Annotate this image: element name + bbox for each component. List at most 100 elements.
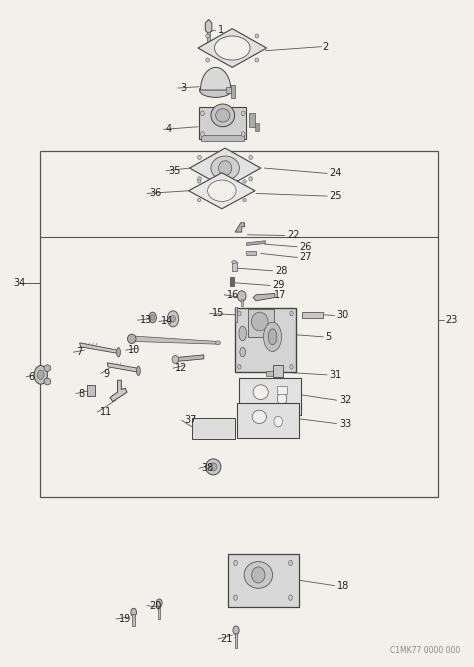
Ellipse shape [240, 348, 246, 357]
Polygon shape [246, 241, 265, 245]
Polygon shape [107, 363, 138, 372]
Text: 19: 19 [118, 614, 131, 624]
FancyBboxPatch shape [239, 378, 301, 415]
Ellipse shape [232, 261, 237, 264]
Ellipse shape [44, 378, 51, 385]
Text: 17: 17 [274, 290, 286, 299]
FancyBboxPatch shape [241, 299, 243, 306]
Text: 30: 30 [337, 311, 349, 320]
Ellipse shape [244, 562, 273, 588]
Ellipse shape [249, 177, 253, 181]
Ellipse shape [34, 366, 47, 384]
Text: 4: 4 [166, 125, 172, 134]
FancyBboxPatch shape [226, 87, 232, 93]
FancyBboxPatch shape [235, 307, 237, 322]
Text: 3: 3 [180, 83, 186, 93]
Ellipse shape [289, 595, 292, 600]
Ellipse shape [234, 595, 237, 600]
Ellipse shape [264, 322, 282, 352]
FancyBboxPatch shape [248, 309, 274, 337]
Bar [40, 151, 438, 497]
Ellipse shape [255, 34, 259, 38]
Ellipse shape [243, 180, 246, 183]
FancyBboxPatch shape [207, 32, 210, 45]
Ellipse shape [219, 161, 232, 175]
Ellipse shape [233, 626, 239, 635]
Ellipse shape [201, 132, 204, 137]
FancyBboxPatch shape [266, 371, 274, 376]
FancyBboxPatch shape [158, 606, 160, 619]
FancyBboxPatch shape [201, 135, 244, 141]
FancyBboxPatch shape [231, 85, 235, 98]
Text: 16: 16 [227, 290, 239, 299]
Polygon shape [198, 29, 266, 67]
Text: 21: 21 [220, 634, 233, 644]
Polygon shape [253, 293, 275, 301]
Text: 37: 37 [184, 416, 196, 425]
FancyBboxPatch shape [192, 418, 235, 439]
Text: 22: 22 [287, 231, 300, 240]
Text: 1: 1 [218, 25, 224, 35]
Ellipse shape [290, 311, 293, 316]
Ellipse shape [249, 155, 253, 159]
Ellipse shape [149, 312, 156, 323]
Polygon shape [205, 19, 212, 34]
Ellipse shape [171, 315, 175, 322]
Polygon shape [201, 67, 231, 90]
Polygon shape [80, 343, 118, 354]
Ellipse shape [131, 608, 137, 616]
Ellipse shape [251, 312, 268, 331]
Ellipse shape [200, 83, 232, 97]
Text: 2: 2 [322, 42, 328, 51]
Polygon shape [135, 336, 218, 344]
Ellipse shape [167, 311, 179, 327]
Ellipse shape [206, 459, 221, 475]
Ellipse shape [128, 334, 136, 344]
FancyBboxPatch shape [235, 308, 296, 372]
Ellipse shape [201, 111, 204, 116]
Ellipse shape [206, 34, 210, 38]
Ellipse shape [156, 599, 162, 607]
Ellipse shape [37, 370, 44, 380]
Ellipse shape [290, 364, 293, 369]
FancyBboxPatch shape [132, 614, 135, 626]
Ellipse shape [255, 58, 259, 62]
Text: 8: 8 [78, 389, 84, 398]
Polygon shape [176, 355, 204, 362]
Ellipse shape [216, 341, 220, 345]
Text: 12: 12 [175, 364, 188, 373]
Text: 11: 11 [100, 408, 112, 417]
Text: 24: 24 [329, 169, 342, 178]
Text: 34: 34 [13, 279, 26, 288]
Ellipse shape [237, 311, 241, 316]
Ellipse shape [234, 560, 237, 566]
FancyBboxPatch shape [302, 311, 323, 318]
Text: 20: 20 [149, 601, 162, 610]
Polygon shape [235, 223, 245, 232]
Ellipse shape [44, 365, 51, 372]
Ellipse shape [197, 199, 201, 202]
FancyBboxPatch shape [230, 277, 234, 285]
Polygon shape [190, 148, 261, 188]
Text: 25: 25 [329, 191, 342, 201]
Ellipse shape [252, 567, 265, 583]
Text: 9: 9 [103, 369, 109, 378]
Text: C1MK77 0000 000: C1MK77 0000 000 [390, 646, 460, 655]
Ellipse shape [198, 177, 201, 181]
Ellipse shape [216, 109, 230, 122]
Ellipse shape [274, 416, 283, 427]
Polygon shape [110, 380, 127, 402]
Ellipse shape [198, 155, 201, 159]
Ellipse shape [237, 364, 241, 369]
FancyBboxPatch shape [232, 262, 237, 271]
Ellipse shape [241, 111, 245, 116]
FancyBboxPatch shape [87, 385, 95, 396]
Text: 38: 38 [201, 464, 214, 473]
Polygon shape [189, 173, 255, 209]
Ellipse shape [210, 463, 217, 471]
Ellipse shape [243, 199, 246, 202]
Text: 6: 6 [28, 372, 35, 382]
Ellipse shape [237, 291, 246, 301]
Ellipse shape [197, 180, 201, 183]
Text: 35: 35 [168, 166, 181, 175]
